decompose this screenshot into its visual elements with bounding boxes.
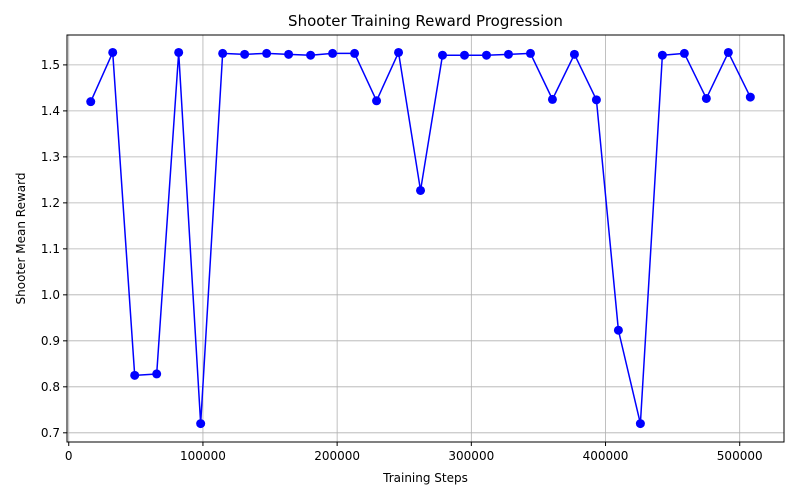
data-point bbox=[152, 369, 162, 379]
data-point bbox=[372, 96, 382, 106]
y-tick-label: 0.7 bbox=[41, 426, 60, 440]
y-tick-label: 1.2 bbox=[41, 196, 60, 210]
data-point bbox=[306, 50, 316, 60]
x-tick-label: 0 bbox=[65, 449, 73, 463]
data-point bbox=[701, 93, 711, 103]
x-tick-label: 500000 bbox=[717, 449, 763, 463]
data-point bbox=[350, 48, 360, 58]
data-point bbox=[196, 419, 206, 429]
plot-frame bbox=[66, 34, 785, 443]
data-point bbox=[613, 325, 623, 335]
data-point bbox=[328, 48, 338, 58]
data-point bbox=[394, 47, 404, 57]
data-point bbox=[723, 47, 733, 57]
data-point bbox=[679, 48, 689, 58]
x-tick-label: 300000 bbox=[448, 449, 494, 463]
data-point bbox=[174, 47, 184, 57]
data-point bbox=[130, 370, 140, 380]
data-point bbox=[240, 49, 250, 59]
data-point bbox=[503, 49, 513, 59]
data-point bbox=[262, 48, 272, 58]
data-point bbox=[218, 48, 228, 58]
y-tick-label: 0.8 bbox=[41, 380, 60, 394]
data-point bbox=[525, 48, 535, 58]
y-axis-label: Shooter Mean Reward bbox=[14, 173, 28, 305]
y-tick-label: 1.5 bbox=[41, 58, 60, 72]
data-point bbox=[284, 49, 294, 59]
y-tick-label: 1.3 bbox=[41, 150, 60, 164]
data-point bbox=[591, 95, 601, 105]
data-point bbox=[459, 50, 469, 60]
x-axis: 0 100000 200000 300000 400000 500000 bbox=[65, 442, 763, 463]
data-point bbox=[569, 49, 579, 59]
data-point bbox=[108, 47, 118, 57]
series-line bbox=[90, 51, 751, 425]
data-point bbox=[547, 94, 557, 104]
data-point bbox=[86, 97, 96, 107]
x-tick-label: 400000 bbox=[583, 449, 629, 463]
data-point bbox=[635, 419, 645, 429]
x-tick-label: 200000 bbox=[314, 449, 360, 463]
x-axis-label: Training Steps bbox=[382, 471, 468, 485]
series-layer bbox=[86, 47, 755, 429]
y-tick-label: 1.4 bbox=[41, 104, 60, 118]
data-point bbox=[481, 50, 491, 60]
chart-title: Shooter Training Reward Progression bbox=[288, 12, 563, 30]
grid bbox=[67, 35, 784, 442]
x-tick-label: 100000 bbox=[180, 449, 226, 463]
data-point bbox=[416, 185, 426, 195]
y-tick-label: 1.0 bbox=[41, 288, 60, 302]
data-point bbox=[438, 50, 448, 60]
y-axis: 0.7 0.8 0.9 1.0 1.1 1.2 1.3 1.4 1.5 bbox=[41, 58, 67, 440]
data-point bbox=[657, 50, 667, 60]
y-tick-label: 1.1 bbox=[41, 242, 60, 256]
y-tick-label: 0.9 bbox=[41, 334, 60, 348]
data-point bbox=[745, 92, 755, 102]
